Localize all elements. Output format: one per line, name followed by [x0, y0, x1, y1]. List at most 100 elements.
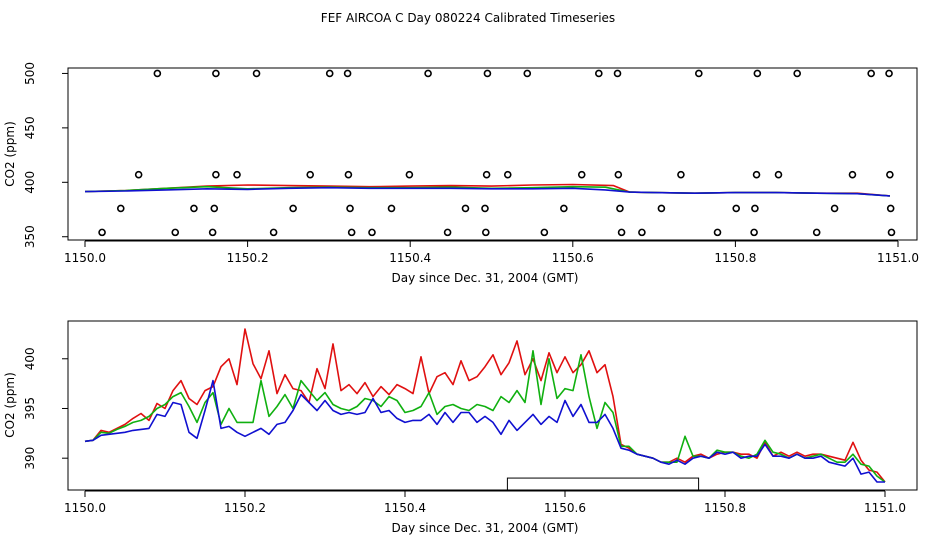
series-line-blue — [84, 379, 885, 483]
data-point-marker — [713, 228, 722, 237]
x-tick-label: 1150.2 — [224, 501, 266, 515]
top-x-axis: 1150.0 1150.2 1150.4 1150.6 1150.8 1151.0 — [64, 240, 919, 265]
data-point-marker — [212, 69, 220, 78]
y-tick-label: 400 — [23, 171, 37, 194]
y-tick-label: 450 — [23, 116, 37, 139]
bottom-x-axis-label: Day since Dec. 31, 2004 (GMT) — [392, 521, 579, 535]
data-point-marker — [343, 69, 352, 78]
top-markers — [98, 69, 896, 237]
data-point-marker — [483, 69, 492, 78]
bottom-series — [84, 328, 886, 483]
chart-title: FEF AIRCOA C Day 080224 Calibrated Times… — [321, 11, 615, 25]
data-point-marker — [886, 170, 894, 179]
x-tick-label: 1150.6 — [552, 251, 594, 265]
y-tick-label: 400 — [23, 347, 37, 370]
range-box — [506, 477, 700, 491]
data-point-marker — [424, 69, 432, 78]
x-tick-label: 1150.0 — [64, 251, 106, 265]
data-point-marker — [368, 228, 376, 237]
bottom-plot-frame — [67, 320, 918, 491]
x-tick-label: 1150.2 — [227, 251, 269, 265]
data-point-marker — [387, 204, 396, 213]
data-point-marker — [753, 69, 762, 78]
data-point-marker — [233, 170, 241, 179]
x-tick-label: 1150.6 — [544, 501, 586, 515]
data-point-marker — [116, 204, 125, 213]
bottom-y-axis-label: CO2 (ppm) — [3, 372, 17, 438]
bottom-x-axis: 1150.0 1150.2 1150.4 1150.6 1150.8 1151.0 — [64, 490, 906, 515]
data-point-marker — [886, 204, 895, 213]
data-point-marker — [252, 69, 261, 78]
data-point-marker — [560, 204, 568, 213]
data-point-marker — [210, 204, 219, 213]
x-tick-label: 1150.4 — [384, 501, 426, 515]
data-point-marker — [540, 228, 549, 237]
data-point-marker — [750, 228, 758, 237]
y-tick-label: 395 — [23, 397, 37, 420]
data-point-marker — [887, 228, 896, 237]
series-line-red — [84, 328, 886, 483]
top-x-axis-label: Day since Dec. 31, 2004 (GMT) — [392, 271, 579, 285]
data-point-marker — [595, 69, 603, 78]
data-point-marker — [774, 170, 783, 179]
series-line-blue — [84, 186, 890, 197]
data-point-marker — [614, 170, 623, 179]
bottom-annotation-box — [506, 477, 700, 491]
x-tick-label: 1150.0 — [64, 501, 106, 515]
data-point-marker — [482, 170, 491, 179]
data-point-marker — [405, 170, 414, 179]
data-point-marker — [867, 69, 875, 78]
data-point-marker — [695, 69, 703, 78]
x-tick-label: 1151.0 — [877, 251, 919, 265]
data-point-marker — [677, 170, 685, 179]
data-point-marker — [613, 69, 622, 78]
data-point-marker — [812, 228, 821, 237]
data-point-marker — [732, 204, 741, 213]
data-point-marker — [617, 228, 626, 237]
top-y-axis: 350 400 450 500 — [23, 62, 69, 248]
data-point-marker — [306, 170, 315, 179]
x-tick-label: 1150.8 — [704, 501, 746, 515]
data-point-marker — [482, 228, 490, 237]
data-point-marker — [98, 228, 106, 237]
data-point-marker — [190, 204, 198, 213]
data-point-marker — [638, 228, 646, 237]
data-point-marker — [752, 170, 761, 179]
x-tick-label: 1151.0 — [864, 501, 906, 515]
data-point-marker — [344, 170, 353, 179]
data-point-marker — [848, 170, 857, 179]
top-y-axis-label: CO2 (ppm) — [3, 121, 17, 187]
y-tick-label: 350 — [23, 225, 37, 248]
data-point-marker — [269, 228, 278, 237]
bottom-y-axis: 390 395 400 — [23, 347, 69, 470]
top-plot-frame — [67, 67, 918, 241]
y-tick-label: 500 — [23, 62, 37, 85]
data-point-marker — [793, 69, 801, 78]
data-point-marker — [577, 170, 586, 179]
data-point-marker — [461, 204, 470, 213]
data-point-marker — [751, 204, 759, 213]
data-point-marker — [523, 69, 532, 78]
data-point-marker — [153, 69, 162, 78]
data-point-marker — [885, 69, 893, 78]
data-point-marker — [830, 204, 839, 213]
x-tick-label: 1150.4 — [389, 251, 431, 265]
data-point-marker — [481, 204, 489, 213]
data-point-marker — [212, 170, 220, 179]
data-point-marker — [134, 170, 143, 179]
data-point-marker — [208, 228, 217, 237]
data-point-marker — [503, 170, 512, 179]
top-series — [84, 183, 890, 197]
bottom-panel: 1150.0 1150.2 1150.4 1150.6 1150.8 1151.0 390… — [3, 320, 918, 535]
data-point-marker — [289, 204, 297, 213]
data-point-marker — [657, 204, 666, 213]
top-panel: 1150.0 1150.2 1150.4 1150.6 1150.8 1151.0 350… — [3, 62, 919, 285]
x-tick-label: 1150.8 — [714, 251, 756, 265]
data-point-marker — [171, 228, 180, 237]
data-point-marker — [346, 204, 354, 213]
data-point-marker — [616, 204, 624, 213]
data-point-marker — [325, 69, 334, 78]
data-point-marker — [443, 228, 452, 237]
data-point-marker — [347, 228, 356, 237]
